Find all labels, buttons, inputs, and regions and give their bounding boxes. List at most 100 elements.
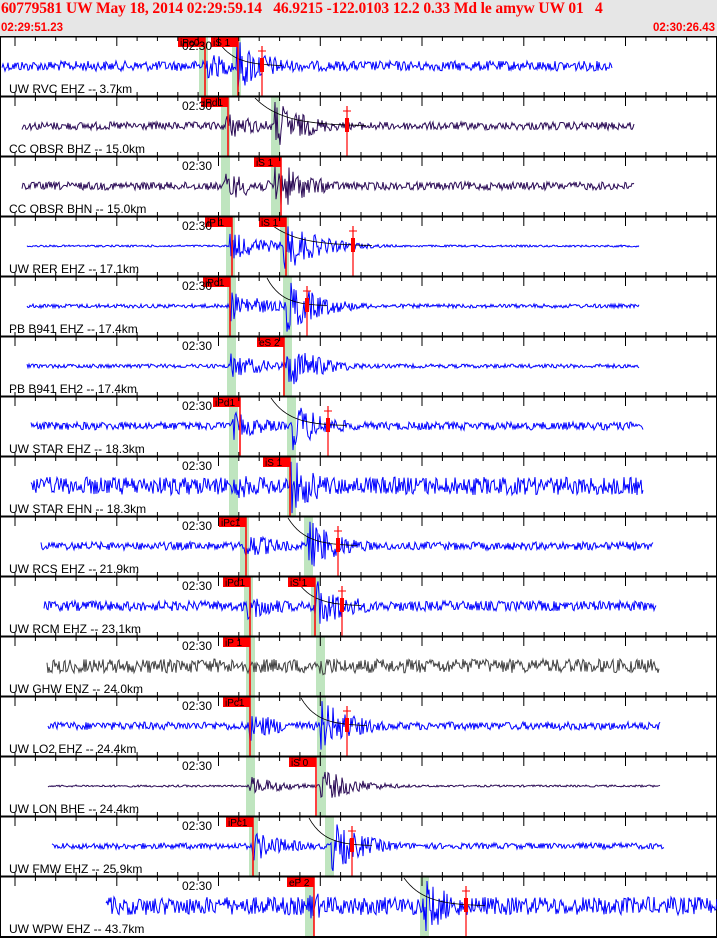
pick-label-bg[interactable] [178, 37, 205, 47]
station-label: UW STAR EHN -- 18.3km [9, 502, 146, 516]
coda-bar [464, 898, 468, 912]
phase-window [317, 756, 326, 816]
pick-label: iPd1 [203, 98, 223, 109]
phase-window [244, 576, 253, 636]
pick-label-bg[interactable] [257, 337, 284, 347]
waveform [51, 824, 665, 871]
pick-label-bg[interactable] [223, 577, 250, 587]
pick-label-bg[interactable] [226, 817, 253, 827]
phase-window [325, 816, 334, 876]
station-label: UW LO2 EHZ -- 24.4km [9, 742, 136, 756]
pick-label: iPc1 [225, 698, 245, 709]
start-time: 02:29:51.23 [1, 22, 64, 34]
pick-label: iPc1 [221, 518, 241, 529]
end-time: 02:30:26.43 [652, 22, 715, 34]
pick-label-bg[interactable] [289, 757, 316, 767]
station-label: UW RCS EHZ -- 21.9km [9, 562, 139, 576]
trace-row[interactable]: iPd1 iS 1 02:30 UW RCM EHZ -- 23.1km [0, 572, 717, 636]
time-tick-label: 02:30 [182, 39, 212, 53]
event-header: 60779581 UW May 18, 2014 02:29:59.14 46.… [0, 0, 717, 36]
trace-row[interactable]: iS 1 02:30 CC OBSR BHN -- 15.0km [0, 152, 717, 216]
pick-label: iP 1 [225, 638, 242, 649]
phase-window [280, 216, 289, 276]
coda-bar [345, 118, 349, 132]
pick-label-bg[interactable] [203, 277, 230, 287]
station-label: UW FMW EHZ -- 25.9km [9, 862, 142, 876]
pick-label: iPd1 [215, 398, 235, 409]
coda-bar [336, 538, 340, 552]
coda-curve [300, 697, 368, 726]
coda-curve [308, 817, 373, 846]
time-tick-label: 02:30 [182, 819, 212, 833]
pick-label-bg[interactable] [287, 877, 314, 887]
trace-row[interactable]: iPc0 iS 102:30 UW RVC EHZ -- 3.7km [0, 36, 717, 96]
pick-label: eS 2 [259, 338, 280, 349]
time-tick-label: 02:30 [182, 399, 212, 413]
coda-curve [287, 517, 358, 546]
trace-row[interactable]: iP 1 iS 1 02:30 UW RER EHZ -- 17.1km [0, 212, 717, 276]
pick-label-bg[interactable] [263, 457, 290, 467]
pick-label-bg[interactable] [213, 397, 240, 407]
coda-curve [270, 397, 347, 426]
coda-bar [350, 838, 354, 852]
waveform [47, 771, 661, 798]
phase-window [283, 276, 292, 336]
pick-label: iS 1 [265, 458, 283, 469]
station-label: CC OBSR BHZ -- 15.0km [9, 142, 145, 156]
trace-row[interactable]: eS 2 02:30 PB B941 EH2 -- 17.4km [0, 332, 717, 396]
time-tick-label: 02:30 [182, 579, 212, 593]
pick-label-bg[interactable] [259, 217, 286, 227]
trace-row[interactable]: iP 1 02:30 UW GHW ENZ -- 24.0km [0, 632, 717, 696]
pick-label-bg[interactable] [201, 97, 228, 107]
pick-label: iS 1 [256, 158, 274, 169]
trace-row[interactable]: iS 0 02:30 UW LON BHE -- 24.4km [0, 752, 717, 816]
time-tick-label: 02:30 [182, 99, 212, 113]
pick-label: iS 0 [291, 758, 309, 769]
coda-bar [326, 418, 330, 432]
time-tick-label: 02:30 [182, 219, 212, 233]
waveform [105, 880, 717, 932]
coda-bar [260, 58, 264, 72]
trace-row[interactable]: iPc1 02:30 UW RCS EHZ -- 21.9km [0, 512, 717, 576]
station-label: PB B941 EH2 -- 17.4km [9, 382, 137, 396]
station-label: PB B941 EHZ -- 17.4km [9, 322, 138, 336]
waveform [43, 581, 657, 624]
waveform [21, 165, 635, 206]
pick-label-bg[interactable] [211, 37, 238, 47]
pick-label: iPc1 [205, 278, 225, 289]
coda-curve [294, 577, 362, 606]
pick-label: eP 2 [289, 878, 310, 889]
waveform [30, 407, 644, 451]
coda-bar [340, 598, 344, 612]
trace-row[interactable]: iS 1 02:30 UW STAR EHN -- 18.3km [0, 452, 717, 516]
waveform [26, 226, 640, 269]
trace-row[interactable]: eP 2 02:30 UW WPW EHZ -- 43.7km [0, 872, 717, 936]
coda-bar [345, 718, 349, 732]
waveform [21, 101, 635, 145]
coda-bar [351, 238, 355, 252]
time-tick-label: 02:30 [182, 699, 212, 713]
pick-label-bg[interactable] [288, 577, 315, 587]
time-tick-label: 02:30 [182, 159, 212, 173]
phase-window [221, 156, 230, 216]
pick-label: iS 1 [290, 578, 308, 589]
station-label: UW GHW ENZ -- 24.0km [9, 682, 143, 696]
waveform [26, 282, 640, 332]
pick-label: iS 1 [213, 38, 231, 49]
station-label: UW WPW EHZ -- 43.7km [9, 922, 144, 936]
station-label: UW STAR EHZ -- 18.3km [9, 442, 145, 456]
pick-label: iPd1 [225, 578, 245, 589]
waveform [26, 352, 640, 385]
pick-label-bg[interactable] [223, 697, 250, 707]
station-label: UW LON BHE -- 24.4km [9, 802, 139, 816]
trace-row[interactable]: iPc1 02:30 UW LO2 EHZ -- 24.4km [0, 692, 717, 756]
trace-row[interactable]: iPc1 02:30 UW FMW EHZ -- 25.9km [0, 812, 717, 876]
time-tick-label: 02:30 [182, 339, 212, 353]
pick-label-bg[interactable] [254, 157, 281, 167]
pick-label-bg[interactable] [223, 637, 250, 647]
pick-label-bg[interactable] [219, 517, 246, 527]
